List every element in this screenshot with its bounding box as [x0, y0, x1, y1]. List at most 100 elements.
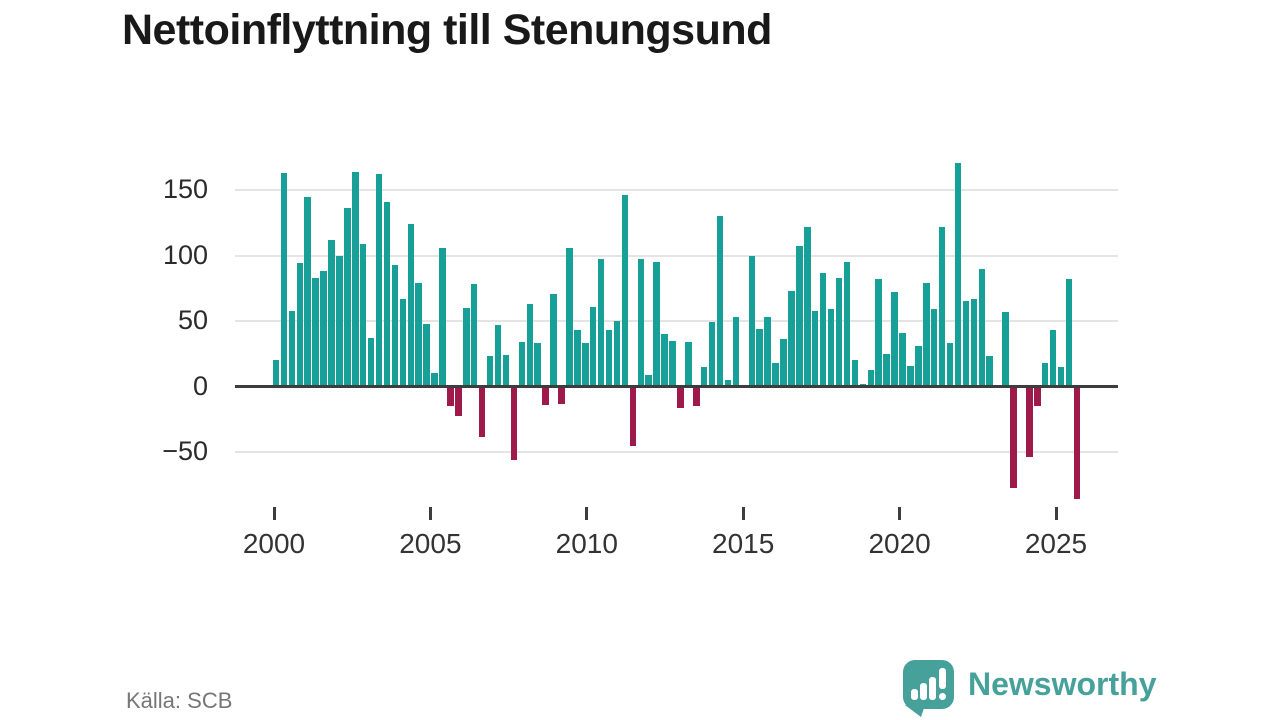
bar [534, 343, 541, 387]
bar [756, 328, 763, 387]
bar [494, 324, 502, 387]
bar [962, 301, 970, 387]
bar [431, 373, 438, 387]
zero-axis [235, 385, 1118, 388]
bar [685, 342, 692, 387]
x-axis-label: 2025 [1024, 528, 1088, 559]
bar [447, 388, 454, 407]
bar [582, 343, 589, 387]
bar [954, 162, 962, 387]
bar [1065, 279, 1073, 387]
bar [486, 356, 494, 387]
newsworthy-logo: Newsworthy [903, 660, 1157, 717]
bar [899, 332, 906, 387]
gridline [235, 189, 1118, 191]
bar [811, 310, 819, 387]
bar [693, 388, 700, 407]
bar [772, 362, 779, 387]
bar [732, 317, 740, 387]
y-axis-label: 0 [192, 370, 208, 401]
bar [589, 306, 597, 387]
bar [423, 323, 430, 387]
bar [748, 255, 756, 387]
chart-title: Nettoinflyttning till Stenungsund [122, 6, 772, 54]
bar [455, 388, 462, 416]
bar [288, 310, 296, 387]
newsworthy-wordmark: Newsworthy [968, 666, 1157, 702]
speech-bubble-tail [905, 705, 925, 717]
bar [407, 224, 415, 387]
x-axis-label: 2015 [712, 528, 775, 559]
bar [605, 330, 613, 387]
x-axis-label: 2010 [555, 528, 618, 559]
x-tick [272, 507, 276, 520]
exclamation-dot-icon [939, 693, 946, 700]
y-axis-label: 100 [162, 239, 208, 270]
x-tick [428, 507, 432, 520]
mini-bar-2 [920, 683, 927, 700]
bar [923, 283, 930, 387]
bar [875, 279, 882, 387]
bar [716, 216, 724, 387]
bar [502, 355, 510, 387]
x-axis-label: 2020 [868, 528, 931, 559]
bar [708, 322, 716, 387]
bar [566, 247, 573, 387]
bar [518, 342, 526, 387]
bar [542, 388, 549, 405]
x-tick [741, 507, 745, 520]
bar [986, 356, 993, 387]
bar [312, 277, 319, 387]
bar [550, 293, 557, 387]
bar [1041, 362, 1049, 387]
source-label: Källa: SCB [126, 688, 233, 713]
exclamation-bar-icon [939, 668, 946, 689]
bar [891, 292, 898, 387]
bar [367, 338, 375, 387]
x-axis-label: 2000 [242, 528, 306, 559]
bar [383, 201, 391, 387]
bar [843, 262, 851, 387]
bar [637, 259, 645, 387]
bar [804, 226, 811, 387]
bar [780, 339, 787, 387]
x-tick [898, 507, 902, 520]
bar [1002, 311, 1009, 387]
bar [304, 196, 311, 387]
bar [930, 309, 938, 387]
bar [336, 255, 343, 387]
bar [439, 247, 446, 387]
bar [415, 283, 422, 387]
y-axis-label: 150 [162, 174, 208, 204]
bar [597, 259, 605, 387]
bar [645, 374, 652, 387]
bar [613, 321, 621, 387]
bar [970, 298, 978, 387]
bar [478, 388, 486, 437]
gridline [235, 451, 1118, 453]
bar [621, 195, 629, 387]
bar [375, 174, 383, 387]
newsworthy-logo-icon [903, 660, 954, 717]
bar [629, 388, 637, 446]
x-tick [1054, 507, 1058, 520]
bar [661, 334, 668, 387]
bar [1049, 330, 1057, 387]
bar [653, 262, 660, 387]
bar [867, 369, 875, 387]
mini-bar-3 [929, 677, 936, 700]
bar [915, 345, 922, 387]
bar [835, 277, 843, 387]
bar [463, 307, 470, 387]
bar [907, 365, 914, 387]
bar [938, 226, 946, 387]
y-axis-label: 50 [177, 305, 208, 335]
bar [526, 304, 534, 387]
gridline [235, 320, 1118, 322]
bar [724, 379, 732, 387]
bar [1010, 388, 1017, 488]
bar [700, 366, 708, 387]
bar [827, 309, 835, 387]
